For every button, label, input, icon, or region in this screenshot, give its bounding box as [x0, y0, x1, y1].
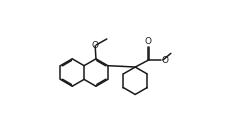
Text: O: O [145, 37, 152, 46]
Text: O: O [162, 56, 169, 65]
Text: O: O [92, 41, 99, 50]
